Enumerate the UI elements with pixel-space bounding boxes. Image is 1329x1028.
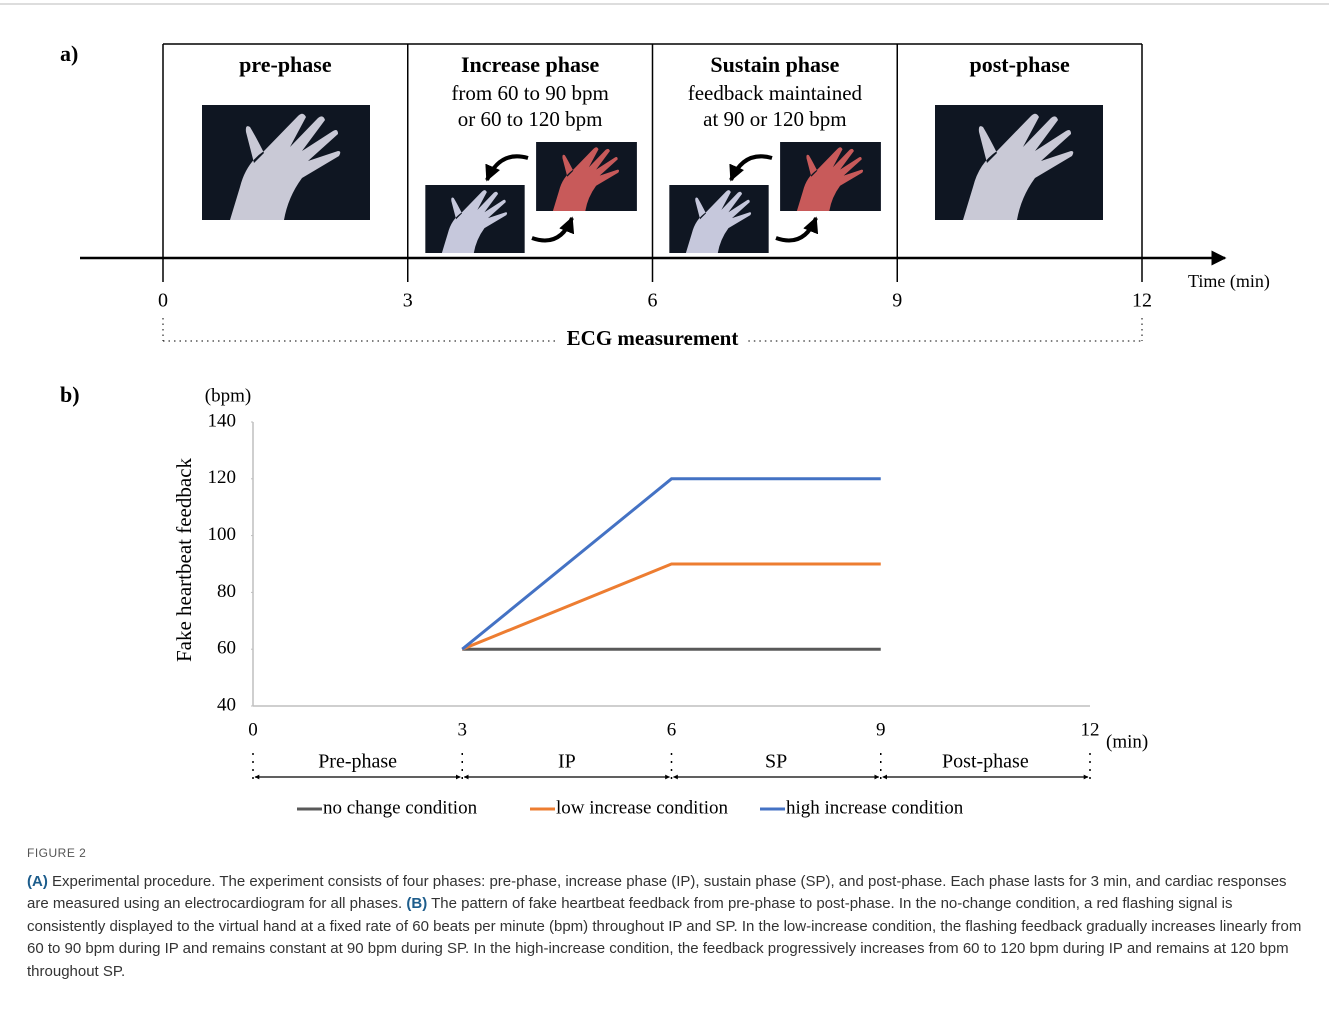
time-tick-label: 3 xyxy=(403,290,413,312)
legend-label: low increase condition xyxy=(556,797,729,818)
x-tick-label: 3 xyxy=(458,719,468,740)
hand-image xyxy=(669,185,769,253)
y-tick-label: 80 xyxy=(217,581,236,602)
phase-description: at 90 or 120 bpm xyxy=(703,107,846,131)
phase-label: SP xyxy=(765,751,787,773)
caption-part: Experimental procedure. The experiment c… xyxy=(27,872,1287,913)
caption-part: The pattern of fake heartbeat feedback f… xyxy=(27,895,1302,980)
phase-description: feedback maintained xyxy=(688,81,863,105)
time-tick-label: 12 xyxy=(1132,290,1152,312)
caption-marker: (A) xyxy=(27,872,48,890)
caption-text: (A) Experimental procedure. The experime… xyxy=(27,871,1305,984)
hand-image xyxy=(780,142,881,211)
phase-label: Post-phase xyxy=(942,751,1029,773)
phase-description: or 60 to 120 bpm xyxy=(458,107,603,131)
hand-image xyxy=(202,105,370,220)
legend-label: no change condition xyxy=(323,797,478,818)
y-axis-title: Fake heartbeat feedback xyxy=(172,457,196,662)
y-tick-label: 60 xyxy=(217,638,236,659)
phase-label: Pre-phase xyxy=(318,751,397,773)
cycle-arrow xyxy=(485,154,529,182)
x-tick-label: 9 xyxy=(876,719,886,740)
hand-image xyxy=(935,105,1103,220)
legend-label: high increase condition xyxy=(786,797,964,818)
phase-title: pre-phase xyxy=(239,52,332,77)
series-line xyxy=(461,562,881,651)
y-unit: (bpm) xyxy=(205,385,251,406)
phase-label: IP xyxy=(558,751,576,773)
panel-label: a) xyxy=(60,41,78,66)
hand-images xyxy=(202,105,1103,253)
y-tick-label: 100 xyxy=(208,524,237,545)
series-line xyxy=(461,477,881,651)
hand-image xyxy=(425,185,525,253)
x-tick-label: 6 xyxy=(667,719,677,740)
cycle-arrow xyxy=(729,154,773,182)
time-tick-label: 0 xyxy=(158,290,168,312)
x-unit: (min) xyxy=(1106,731,1148,752)
caption-label: FIGURE 2 xyxy=(27,846,87,860)
phase-title: Increase phase xyxy=(461,52,600,77)
caption-marker: (B) xyxy=(406,895,428,912)
y-tick-label: 120 xyxy=(208,467,237,488)
phase-title: post-phase xyxy=(970,52,1070,77)
cycle-arrow xyxy=(775,216,819,243)
time-axis-label: Time (min) xyxy=(1188,271,1270,292)
y-tick-label: 40 xyxy=(217,694,236,715)
caption: FIGURE 2 (A) Experimental procedure. The… xyxy=(27,842,1305,983)
ecg-label: ECG measurement xyxy=(567,326,739,350)
phase-title: Sustain phase xyxy=(710,52,839,77)
figure: a) 0 3 6 9 12 pre-phase Increase phase from 60 t… xyxy=(0,3,1329,818)
x-tick-label: 12 xyxy=(1081,719,1100,740)
time-tick-label: 6 xyxy=(648,290,658,312)
time-tick-label: 9 xyxy=(892,290,902,312)
y-tick-label: 140 xyxy=(208,410,237,431)
x-tick-label: 0 xyxy=(248,719,258,740)
cycle-arrow xyxy=(531,216,575,243)
phase-description: from 60 to 90 bpm xyxy=(451,81,609,105)
panel-label: b) xyxy=(60,382,80,407)
hand-image xyxy=(536,142,637,211)
